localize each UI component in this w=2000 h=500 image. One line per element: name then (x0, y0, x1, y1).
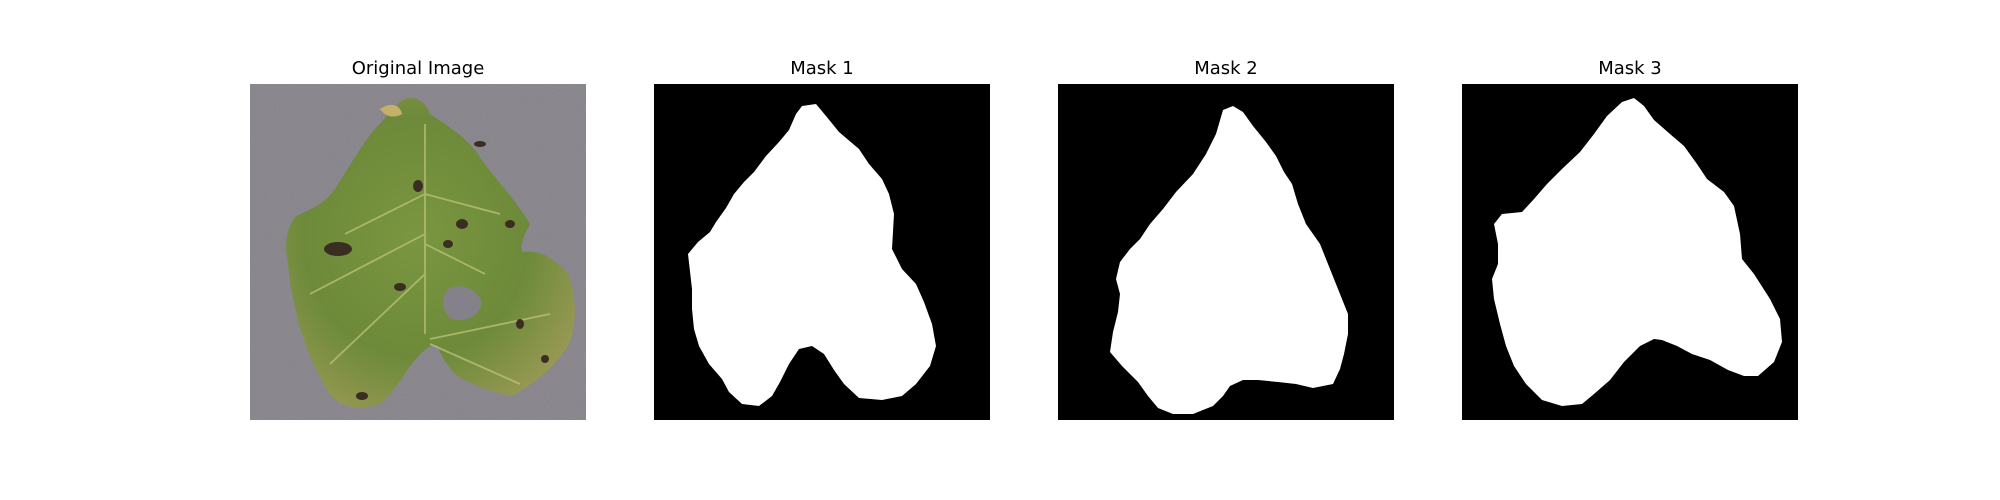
mask-3-image (1462, 84, 1798, 420)
leaf-photo (250, 84, 586, 420)
leaf-body (286, 98, 575, 408)
mask-2-image (1058, 84, 1394, 420)
mask-1-region (688, 104, 936, 406)
panel-title-mask-1: Mask 1 (790, 58, 854, 79)
mask-3-region (1492, 98, 1782, 406)
mask-2-panel (1058, 84, 1394, 420)
mask-1-image (654, 84, 990, 420)
panel-title-original: Original Image (351, 58, 485, 79)
mask-1-panel (654, 84, 990, 420)
original-image-panel (250, 84, 586, 420)
panel-title-mask-3: Mask 3 (1598, 58, 1662, 79)
panel-title-mask-2: Mask 2 (1194, 58, 1258, 79)
mask-3-panel (1462, 84, 1798, 420)
mask-2-region (1110, 106, 1348, 414)
